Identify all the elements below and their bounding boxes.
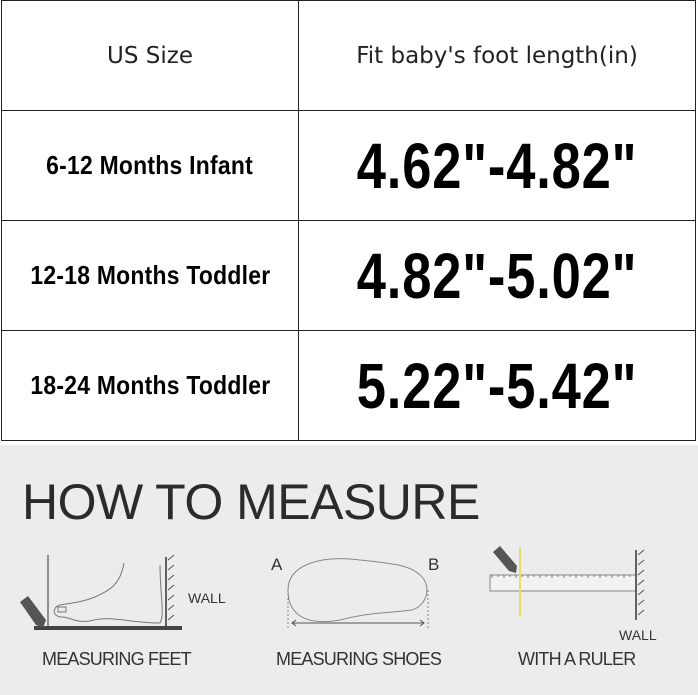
size-cell: 12-18 Months Toddler (29, 260, 271, 290)
table-row: 18-24 Months Toddler 5.22"-5.42" (1, 330, 696, 441)
measuring-feet-label: MEASURING FEET (42, 649, 192, 669)
length-cell: 5.22"-5.42" (356, 349, 638, 422)
table-row: 6-12 Months Infant 4.62"-4.82" (1, 110, 696, 221)
foot-illustration (34, 554, 182, 630)
size-cell: 18-24 Months Toddler (29, 370, 271, 400)
length-cell: 4.62"-4.82" (356, 129, 638, 202)
pencil-icon (20, 596, 46, 628)
pencil-icon (493, 546, 517, 573)
shoe-outline-illustration (287, 558, 429, 630)
length-cell: 4.82"-5.02" (356, 239, 638, 312)
point-b-label: B (428, 555, 439, 574)
with-a-ruler-label: WITH A RULER (518, 649, 636, 669)
size-chart-table: US Size Fit baby's foot length(in) 6-12 … (1, 0, 696, 441)
point-a-label: A (271, 555, 282, 574)
measuring-shoes-label: MEASURING SHOES (276, 649, 442, 669)
size-cell: 6-12 Months Infant (46, 150, 254, 180)
table-header-row: US Size Fit baby's foot length(in) (1, 0, 696, 111)
table-row: 12-18 Months Toddler 4.82"-5.02" (1, 220, 696, 331)
measure-illustrations (20, 546, 645, 630)
header-foot-length: Fit baby's foot length(in) (298, 0, 696, 111)
feet-wall-label: WALL (188, 590, 226, 606)
how-to-measure-section: HOW TO MEASURE (0, 445, 698, 695)
how-to-measure-title: HOW TO MEASURE (22, 474, 480, 530)
ruler-illustration (489, 547, 645, 620)
ruler-wall-label: WALL (619, 627, 657, 643)
header-us-size: US Size (1, 0, 299, 111)
